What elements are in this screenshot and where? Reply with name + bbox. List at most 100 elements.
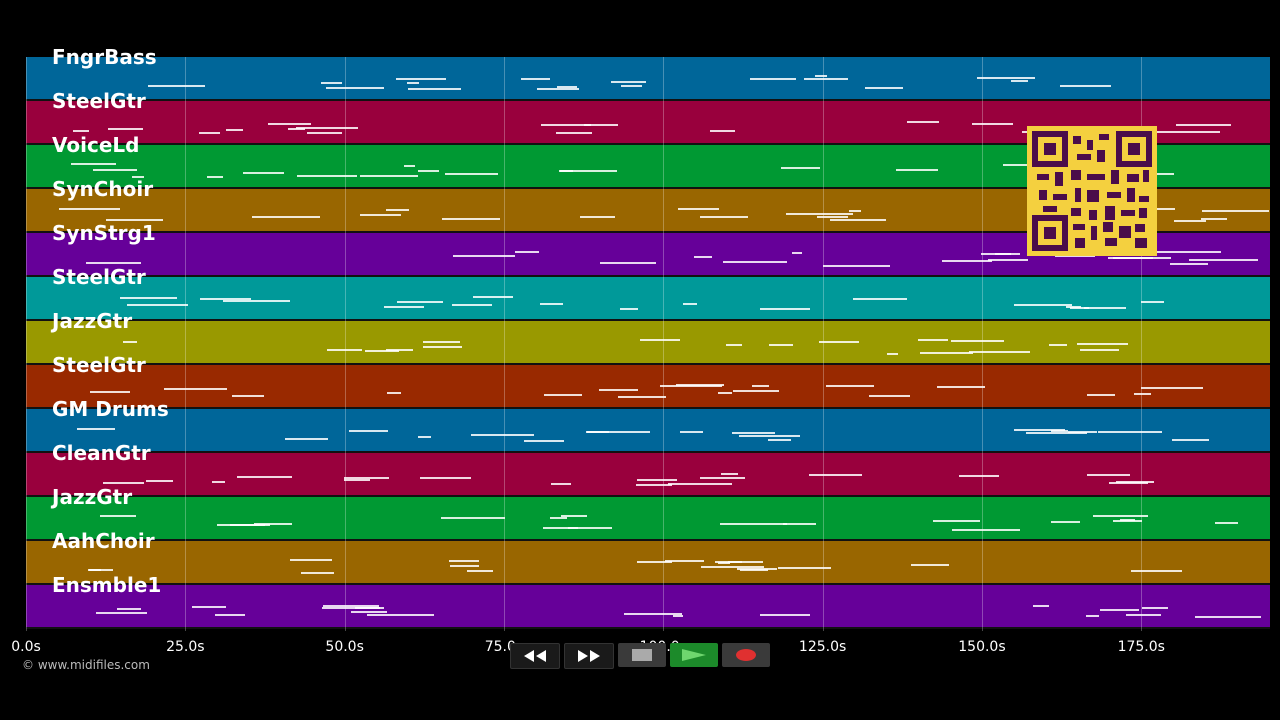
note-mark	[910, 563, 950, 566]
note-mark	[752, 385, 769, 388]
note-mark	[759, 614, 810, 617]
note-mark	[1048, 343, 1067, 346]
track-label: SynChoir	[52, 177, 154, 201]
note-mark	[561, 515, 588, 518]
note-mark	[918, 339, 948, 342]
grid-line	[663, 57, 665, 631]
note-mark	[383, 306, 425, 309]
note-mark	[1080, 349, 1119, 352]
note-mark	[254, 523, 293, 526]
note-mark	[825, 384, 875, 387]
rewind-button[interactable]	[510, 643, 560, 669]
note-mark	[1157, 131, 1220, 134]
tick-label: 125.0s	[798, 639, 847, 655]
note-mark	[320, 81, 342, 84]
note-mark	[739, 568, 769, 571]
note-mark	[252, 215, 320, 218]
note-mark	[1172, 439, 1210, 442]
note-mark	[624, 612, 682, 615]
note-mark	[343, 478, 370, 481]
note-mark	[1201, 217, 1227, 220]
stop-button[interactable]	[618, 643, 666, 667]
note-mark	[540, 302, 563, 305]
note-mark	[123, 340, 138, 343]
record-button[interactable]	[722, 643, 770, 667]
note-mark	[1084, 307, 1127, 310]
note-mark	[1100, 608, 1140, 611]
note-mark	[120, 297, 178, 300]
note-mark	[1169, 263, 1209, 266]
note-mark	[359, 174, 419, 177]
note-mark	[887, 352, 898, 355]
note-mark	[132, 176, 145, 179]
note-mark	[864, 87, 903, 90]
note-mark	[672, 615, 684, 618]
note-mark	[386, 391, 401, 394]
note-mark	[636, 484, 673, 487]
note-mark	[720, 522, 787, 525]
note-mark	[366, 614, 434, 617]
note-mark	[1154, 251, 1222, 254]
track-band	[26, 409, 1270, 453]
note-mark	[452, 303, 492, 306]
note-mark	[556, 132, 593, 135]
tick-label: 0.0s	[11, 639, 41, 655]
note-mark	[1112, 519, 1142, 522]
track-label: Ensmble1	[52, 573, 162, 597]
note-mark	[714, 560, 742, 563]
note-mark	[600, 261, 657, 264]
track-band	[26, 365, 1270, 409]
note-mark	[243, 172, 285, 175]
note-mark	[951, 339, 1004, 342]
note-mark	[537, 87, 579, 90]
note-mark	[700, 476, 745, 479]
grid-line	[26, 57, 27, 631]
note-mark	[969, 351, 1030, 354]
play-button[interactable]	[670, 643, 718, 667]
note-mark	[959, 475, 999, 478]
note-mark	[749, 77, 797, 80]
note-mark	[815, 75, 828, 78]
note-mark	[667, 482, 732, 485]
note-mark	[514, 251, 539, 254]
track-label: JazzGtr	[52, 485, 133, 509]
grid-line	[344, 57, 346, 631]
note-mark	[786, 212, 853, 215]
note-mark	[550, 483, 572, 486]
note-mark	[1013, 429, 1065, 432]
note-mark	[621, 85, 643, 88]
note-mark	[768, 438, 791, 441]
note-mark	[783, 523, 817, 526]
note-mark	[720, 472, 739, 475]
note-mark	[1086, 614, 1099, 617]
track-label: SteelGtr	[52, 265, 146, 289]
note-mark	[1173, 219, 1207, 222]
fast-forward-button[interactable]	[564, 643, 614, 669]
note-mark	[665, 559, 705, 562]
stop-icon	[632, 649, 652, 661]
track-label: CleanGtr	[52, 441, 151, 465]
note-mark	[1144, 173, 1175, 175]
note-mark	[423, 345, 463, 348]
note-mark	[680, 431, 704, 433]
note-mark	[682, 302, 698, 305]
note-mark	[192, 605, 227, 608]
note-mark	[126, 304, 188, 307]
note-mark	[1133, 392, 1152, 395]
note-mark	[809, 473, 862, 476]
note-mark	[206, 175, 223, 178]
note-mark	[1194, 616, 1262, 619]
note-mark	[422, 341, 461, 344]
note-mark	[637, 479, 677, 482]
note-mark	[89, 569, 101, 572]
note-mark	[285, 438, 328, 441]
note-mark	[823, 264, 890, 267]
note-mark	[549, 516, 568, 519]
track-band	[26, 57, 1270, 101]
note-mark	[733, 390, 780, 393]
note-mark	[726, 343, 743, 346]
note-mark	[326, 349, 363, 352]
note-mark	[1188, 258, 1258, 261]
note-mark	[214, 613, 245, 616]
track-label: GM Drums	[52, 397, 169, 421]
